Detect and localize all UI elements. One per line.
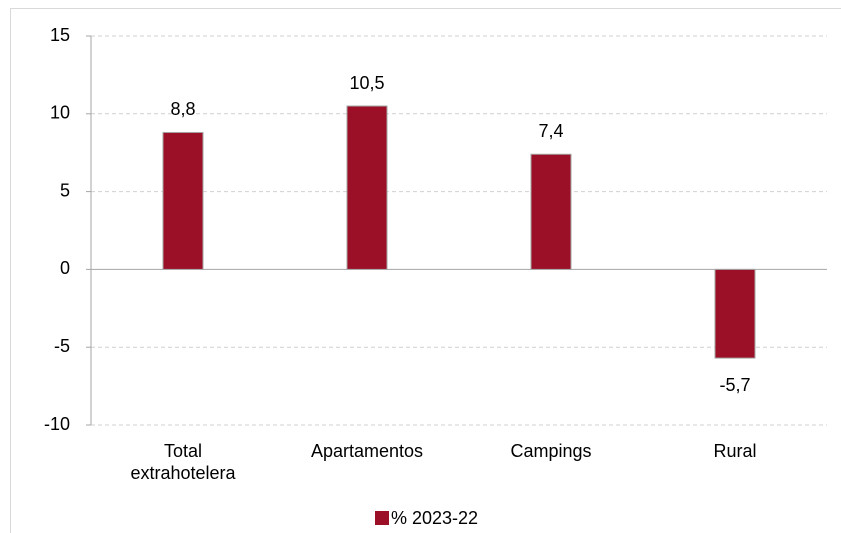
x-tick-label: Apartamentos xyxy=(310,441,424,461)
value-label: 7,4 xyxy=(538,121,563,141)
value-label: -5,7 xyxy=(719,375,750,395)
legend-swatch xyxy=(375,511,389,525)
x-tick-label: Rural xyxy=(713,441,757,461)
y-tick-label: 0 xyxy=(60,258,70,278)
value-label: 8,8 xyxy=(170,99,195,119)
y-tick-label: 5 xyxy=(60,180,70,200)
y-tick-label: 10 xyxy=(50,103,70,123)
legend-label: % 2023-22 xyxy=(391,508,478,528)
y-tick-label: 15 xyxy=(50,25,70,45)
y-tick-label: -5 xyxy=(54,336,70,356)
bar xyxy=(162,131,204,270)
bar xyxy=(346,105,388,270)
x-tick-label: Campings xyxy=(510,441,592,461)
x-tick-label: Total extrahotelera xyxy=(130,441,236,483)
value-label: 10,5 xyxy=(349,73,384,93)
chart-frame xyxy=(10,8,841,533)
bar xyxy=(714,268,756,359)
y-tick-label: -10 xyxy=(44,414,70,434)
bar xyxy=(530,153,572,270)
